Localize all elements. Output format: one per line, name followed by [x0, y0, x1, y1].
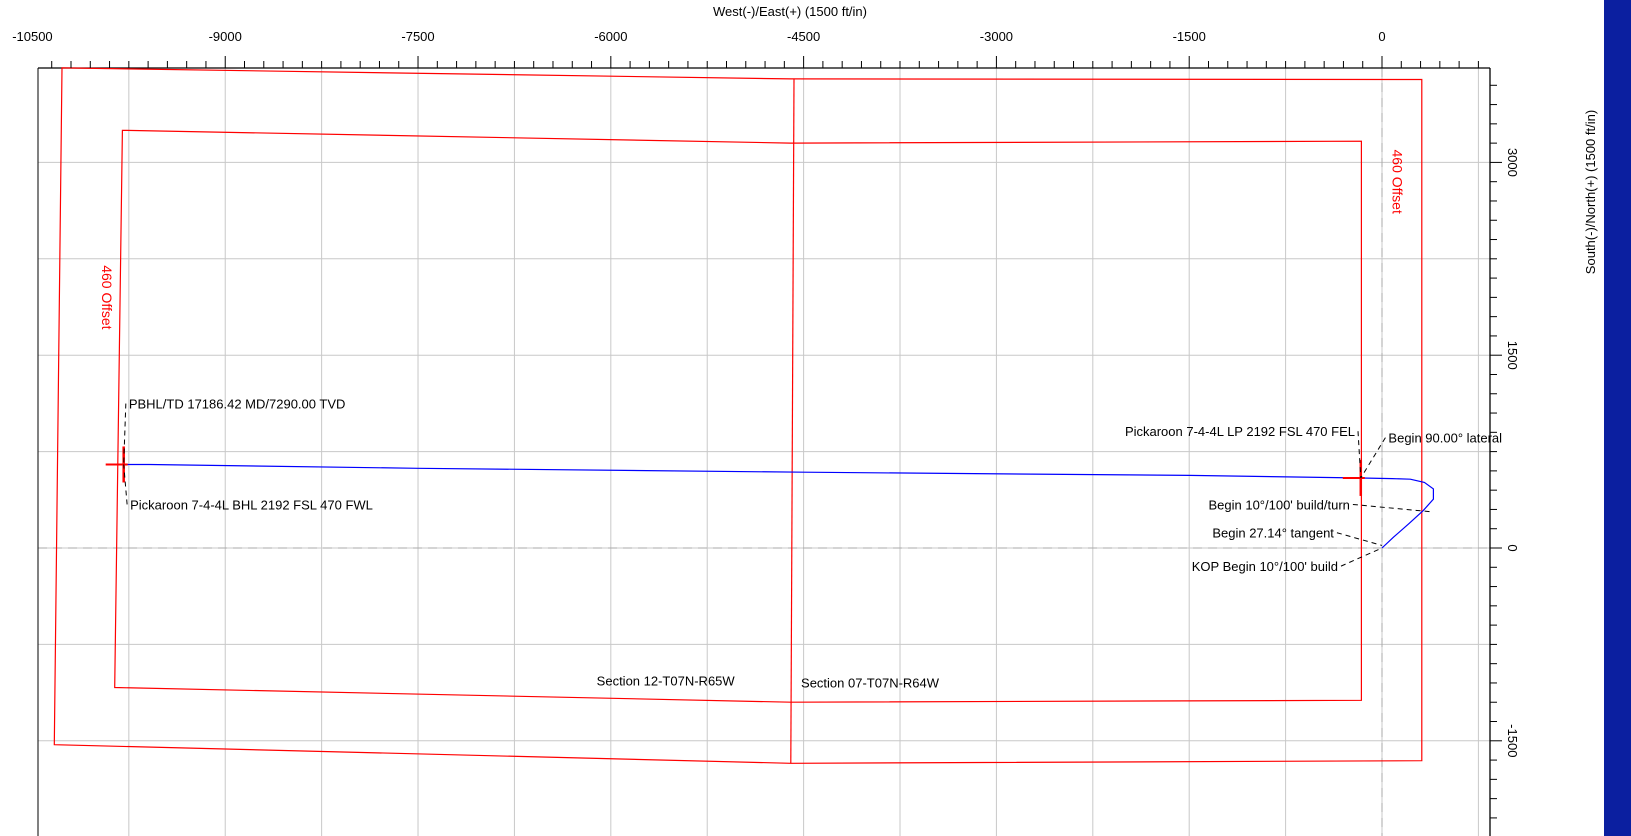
annotation-label: Begin 90.00° lateral: [1388, 431, 1502, 446]
annotation-label: Pickaroon 7-4-4L BHL 2192 FSL 470 FWL: [130, 497, 373, 512]
y-tick-label: 0: [1505, 544, 1520, 551]
annotation-label: Pickaroon 7-4-4L LP 2192 FSL 470 FEL: [1125, 424, 1355, 439]
offset-label: 460 Offset: [1389, 150, 1405, 214]
x-tick-label: -9000: [209, 29, 242, 44]
section-boundaries: [53, 67, 1423, 764]
annotation-labels: PBHL/TD 17186.42 MD/7290.00 TVD Pickaroon…: [99, 150, 1502, 691]
wellpath-line: [125, 463, 1435, 549]
y-tick-label: -1500: [1505, 724, 1520, 757]
section-label: Section 07-T07N-R64W: [801, 675, 940, 690]
zero-reference-lines: [38, 68, 1490, 836]
y-axis-label: South(-)/North(+) (1500 ft/in): [1583, 110, 1598, 274]
x-tick-label: -3000: [980, 29, 1013, 44]
annotation-label: PBHL/TD 17186.42 MD/7290.00 TVD: [129, 397, 346, 412]
annotation-leader: [1360, 437, 1386, 479]
annotation-label: KOP Begin 10°/100' build: [1192, 559, 1338, 574]
x-tick-label: 0: [1378, 29, 1385, 44]
grid: [38, 68, 1490, 836]
annotation-label: Begin 10°/100' build/turn: [1208, 497, 1349, 512]
outer-boundary: [53, 67, 1423, 764]
x-tick-label: -10500: [12, 29, 52, 44]
annotation-leader: [1340, 547, 1383, 567]
annotation-leader: [123, 464, 128, 505]
y-axis-ticks: 3000 1500 0 -1500: [1490, 84, 1520, 819]
inner-offset-boundary: [114, 129, 1363, 703]
y-tick-label: 1500: [1505, 341, 1520, 370]
x-tick-label: -4500: [787, 29, 820, 44]
annotation-leaders: [123, 403, 1434, 567]
x-axis-ticks: -10500 -9000 -7500 -6000 -4500 -3000 -1500 0: [12, 29, 1479, 68]
annotation-label: Begin 27.14° tangent: [1212, 526, 1334, 541]
annotation-leader: [1357, 431, 1362, 478]
y-tick-label: 3000: [1505, 148, 1520, 177]
x-tick-label: -6000: [594, 29, 627, 44]
section-label: Section 12-T07N-R65W: [597, 674, 736, 689]
x-tick-label: -1500: [1173, 29, 1206, 44]
x-axis-label: West(-)/East(+) (1500 ft/in): [713, 4, 867, 19]
right-edge-band: [1604, 0, 1631, 836]
section-line: [790, 78, 795, 764]
x-tick-label: -7500: [401, 29, 434, 44]
annotation-leader: [1352, 503, 1434, 513]
annotation-leader: [1336, 532, 1383, 546]
annotation-leader: [123, 403, 127, 465]
offset-label: 460 Offset: [99, 265, 115, 329]
